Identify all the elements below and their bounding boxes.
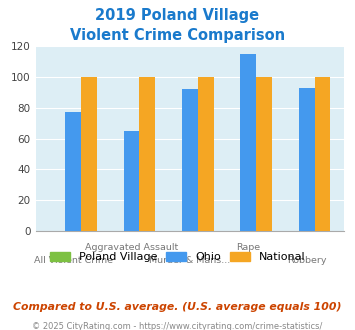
Legend: Poland Village, Ohio, National: Poland Village, Ohio, National [45,248,310,267]
Text: Robbery: Robbery [287,256,326,265]
Bar [65,113,81,231]
Text: 2019 Poland Village: 2019 Poland Village [95,8,260,23]
Text: Aggravated Assault: Aggravated Assault [85,243,178,251]
Text: © 2025 CityRating.com - https://www.cityrating.com/crime-statistics/: © 2025 CityRating.com - https://www.city… [32,322,323,330]
Bar [140,77,155,231]
Bar [240,54,256,231]
Bar [315,77,330,231]
Bar [81,77,97,231]
Text: All Violent Crime: All Violent Crime [34,256,113,265]
Bar [299,88,315,231]
Bar [198,77,214,231]
Bar [124,131,140,231]
Text: Rape: Rape [236,243,260,251]
Text: Murder & Mans...: Murder & Mans... [149,256,230,265]
Text: Compared to U.S. average. (U.S. average equals 100): Compared to U.S. average. (U.S. average … [13,302,342,312]
Bar [256,77,272,231]
Bar [182,89,198,231]
Text: Violent Crime Comparison: Violent Crime Comparison [70,28,285,43]
